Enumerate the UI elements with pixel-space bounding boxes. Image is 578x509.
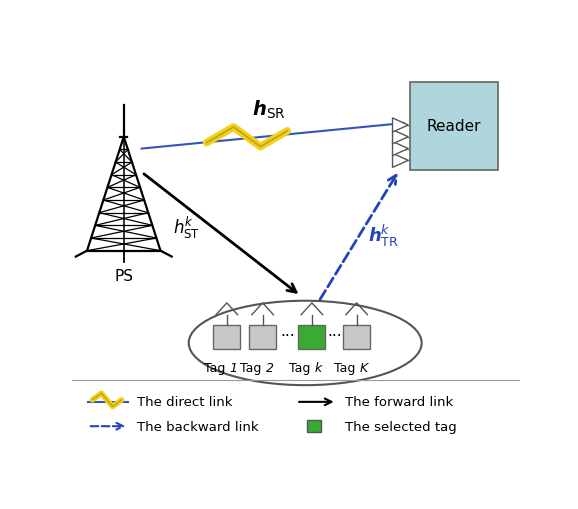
Text: Tag: Tag (289, 361, 310, 374)
Text: 2: 2 (262, 361, 274, 374)
Text: $\boldsymbol{h}_{\rm SR}$: $\boldsymbol{h}_{\rm SR}$ (253, 99, 286, 121)
Text: K: K (356, 361, 369, 374)
Bar (298, 326, 325, 349)
Text: 1: 1 (227, 361, 238, 374)
Text: $\boldsymbol{h}_{\rm TR}^{k}$: $\boldsymbol{h}_{\rm TR}^{k}$ (368, 222, 399, 248)
Text: The forward link: The forward link (346, 395, 454, 409)
Text: Tag: Tag (204, 361, 225, 374)
Polygon shape (392, 154, 408, 168)
Text: Tag: Tag (334, 361, 355, 374)
Text: $h_{\rm ST}^{k}$: $h_{\rm ST}^{k}$ (173, 215, 200, 241)
Bar (213, 326, 240, 349)
Text: ···: ··· (280, 328, 295, 343)
Text: Reader: Reader (427, 119, 481, 134)
Polygon shape (392, 119, 408, 133)
Text: The backward link: The backward link (137, 420, 259, 433)
Bar (307, 420, 321, 432)
Bar (343, 326, 370, 349)
Text: Tag: Tag (240, 361, 261, 374)
Polygon shape (392, 142, 408, 156)
Text: k: k (312, 361, 323, 374)
Bar (249, 326, 276, 349)
Ellipse shape (188, 301, 422, 385)
Bar (410, 82, 498, 171)
Text: The direct link: The direct link (137, 395, 233, 409)
Text: The selected tag: The selected tag (346, 420, 457, 433)
Polygon shape (392, 130, 408, 145)
Text: PS: PS (114, 269, 134, 284)
Text: ···: ··· (327, 328, 342, 343)
